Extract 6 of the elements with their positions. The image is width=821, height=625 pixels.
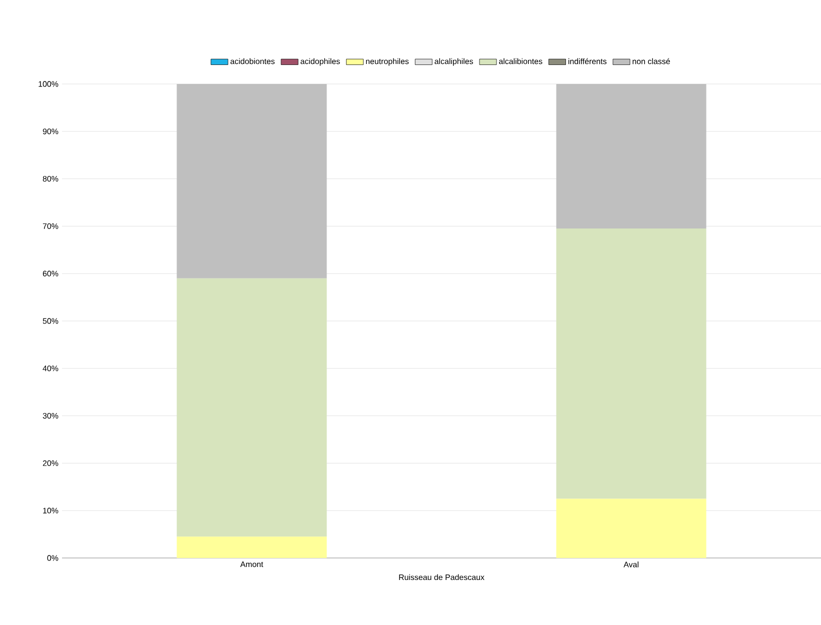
bar bbox=[556, 84, 706, 229]
bar bbox=[176, 84, 327, 278]
bar bbox=[176, 278, 327, 537]
bar bbox=[556, 228, 706, 499]
bar bbox=[556, 498, 706, 558]
bar bbox=[176, 536, 327, 558]
